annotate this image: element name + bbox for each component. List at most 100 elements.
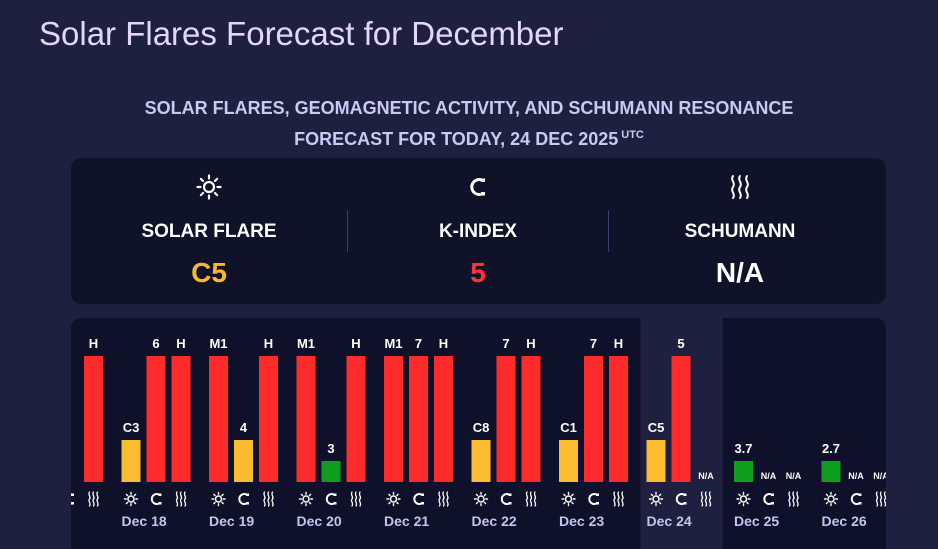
waves-icon-line	[525, 491, 529, 507]
sun-icon-ray	[738, 493, 741, 497]
bar-label: M1	[209, 336, 227, 351]
bar-dec-21-2	[434, 356, 453, 482]
sun-icon-ray	[483, 493, 487, 497]
sun-icon-ray	[396, 493, 399, 497]
magnet-icon-pole	[333, 502, 337, 505]
magnet-icon-pole	[683, 502, 687, 505]
sun-icon-ray	[650, 493, 654, 497]
bar-dec-23-2	[609, 356, 628, 482]
bar-label: H	[526, 336, 535, 351]
sun-icon	[477, 495, 485, 503]
magnet-icon	[150, 493, 160, 505]
magnet-icon-pole	[71, 502, 74, 505]
waves-icon-line	[879, 491, 883, 507]
sun-icon-ray	[388, 501, 391, 505]
forecast-subtitle: SOLAR FLARES, GEOMAGNETIC ACTIVITY, AND …	[0, 95, 938, 153]
sun-icon-ray	[308, 501, 312, 505]
bar-dec-20-0	[296, 356, 316, 482]
sun-icon-ray	[125, 501, 129, 505]
bar-label: 5	[677, 336, 684, 351]
waves-icon-line	[350, 491, 354, 507]
sun-icon-ray	[133, 493, 137, 497]
magnet-icon-pole	[596, 493, 599, 496]
date-label: Dec 20	[297, 513, 342, 529]
magnet-icon	[763, 493, 772, 505]
solar-flare-value: C5	[191, 257, 227, 288]
date-label: Dec 25	[734, 513, 779, 529]
waves-icon-line	[613, 491, 616, 507]
magnet-icon-pole	[421, 502, 424, 505]
subtitle-date: FORECAST FOR TODAY, 24 DEC 2025	[294, 129, 619, 149]
bar-dec-26-0	[821, 461, 841, 482]
waves-icon-line	[700, 491, 704, 507]
bar-dec-23-0	[559, 440, 578, 482]
bar-label: H	[439, 336, 448, 351]
bar-label: 4	[240, 420, 248, 435]
sun-icon-ray	[825, 493, 829, 497]
magnet-icon-pole	[158, 502, 162, 505]
sun-icon	[652, 495, 660, 503]
bar-label: H	[264, 336, 273, 351]
magnet-icon-pole	[71, 493, 74, 496]
date-label: Dec 24	[647, 513, 692, 529]
sun-icon-ray	[746, 493, 749, 497]
magnet-icon	[500, 493, 510, 505]
waves-icon-line	[442, 491, 445, 507]
magnet-icon-pole	[683, 493, 687, 496]
bar-dec-24-1	[671, 356, 691, 482]
subtitle-timezone: UTC	[621, 129, 644, 141]
bar-dec-21-1	[409, 356, 428, 482]
sun-icon-ray	[388, 493, 391, 497]
date-label: Dec 26	[822, 513, 867, 529]
sun-icon-ray	[396, 501, 399, 505]
waves-icon-line	[354, 491, 358, 507]
forecast-chart: H C3 6 H Dec 18 M1 4 H Dec 19 M1 3 H Dec 20 M1 7 H Dec 2…	[71, 318, 886, 549]
bar-dec-22-0	[471, 440, 491, 482]
bar-dec-18-1	[146, 356, 166, 482]
bar-label: M1	[384, 336, 402, 351]
bar-dec-20-2	[346, 356, 366, 482]
sun-icon-ray	[746, 501, 749, 505]
sun-icon-ray	[475, 501, 479, 505]
sun-icon-ray	[221, 501, 224, 505]
bar-label: 3.7	[734, 441, 752, 456]
magnet-icon-pole	[508, 493, 512, 496]
schumann-summary: SCHUMANN N/A	[609, 158, 871, 304]
magnet-icon-pole	[246, 493, 249, 496]
sun-icon-ray	[833, 501, 837, 505]
k-index-label: K-INDEX	[438, 221, 518, 242]
waves-icon-line	[792, 491, 795, 507]
solar-flare-summary: SOLAR FLARE C5	[71, 158, 347, 304]
bar-label: H	[351, 336, 360, 351]
waves-icon-line	[708, 491, 712, 507]
magnet-icon-pole	[771, 502, 774, 505]
sun-icon-ray	[213, 493, 216, 497]
bar-label: N/A	[873, 471, 886, 481]
bar-label: C5	[648, 420, 665, 435]
bar-label: 7	[502, 336, 509, 351]
sun-icon	[127, 495, 135, 503]
waves-icon-line	[271, 491, 274, 507]
bar-label: 3	[327, 441, 334, 456]
bar-label: H	[89, 336, 98, 351]
waves-icon-line	[88, 491, 91, 507]
bar-dec-19-0	[209, 356, 228, 482]
date-label: Dec 23	[559, 513, 604, 529]
divider	[608, 210, 609, 252]
sun-icon-ray	[825, 501, 829, 505]
magnet-icon	[238, 493, 247, 505]
date-label: Dec 22	[472, 513, 517, 529]
bar-dec-19-2	[259, 356, 278, 482]
bar-label: 7	[590, 336, 597, 351]
bar-dec-19-1	[234, 440, 253, 482]
magnet-icon-pole	[596, 502, 599, 505]
bar-dec-18-2	[171, 356, 191, 482]
sun-icon-ray	[833, 493, 837, 497]
sun-icon-ray	[300, 493, 304, 497]
magnet-icon	[325, 493, 335, 505]
sun-icon-ray	[563, 493, 566, 497]
bar-label: N/A	[761, 471, 777, 481]
waves-icon	[609, 174, 871, 200]
sun-icon-ray	[475, 493, 479, 497]
k-index-value: 5	[470, 257, 486, 288]
